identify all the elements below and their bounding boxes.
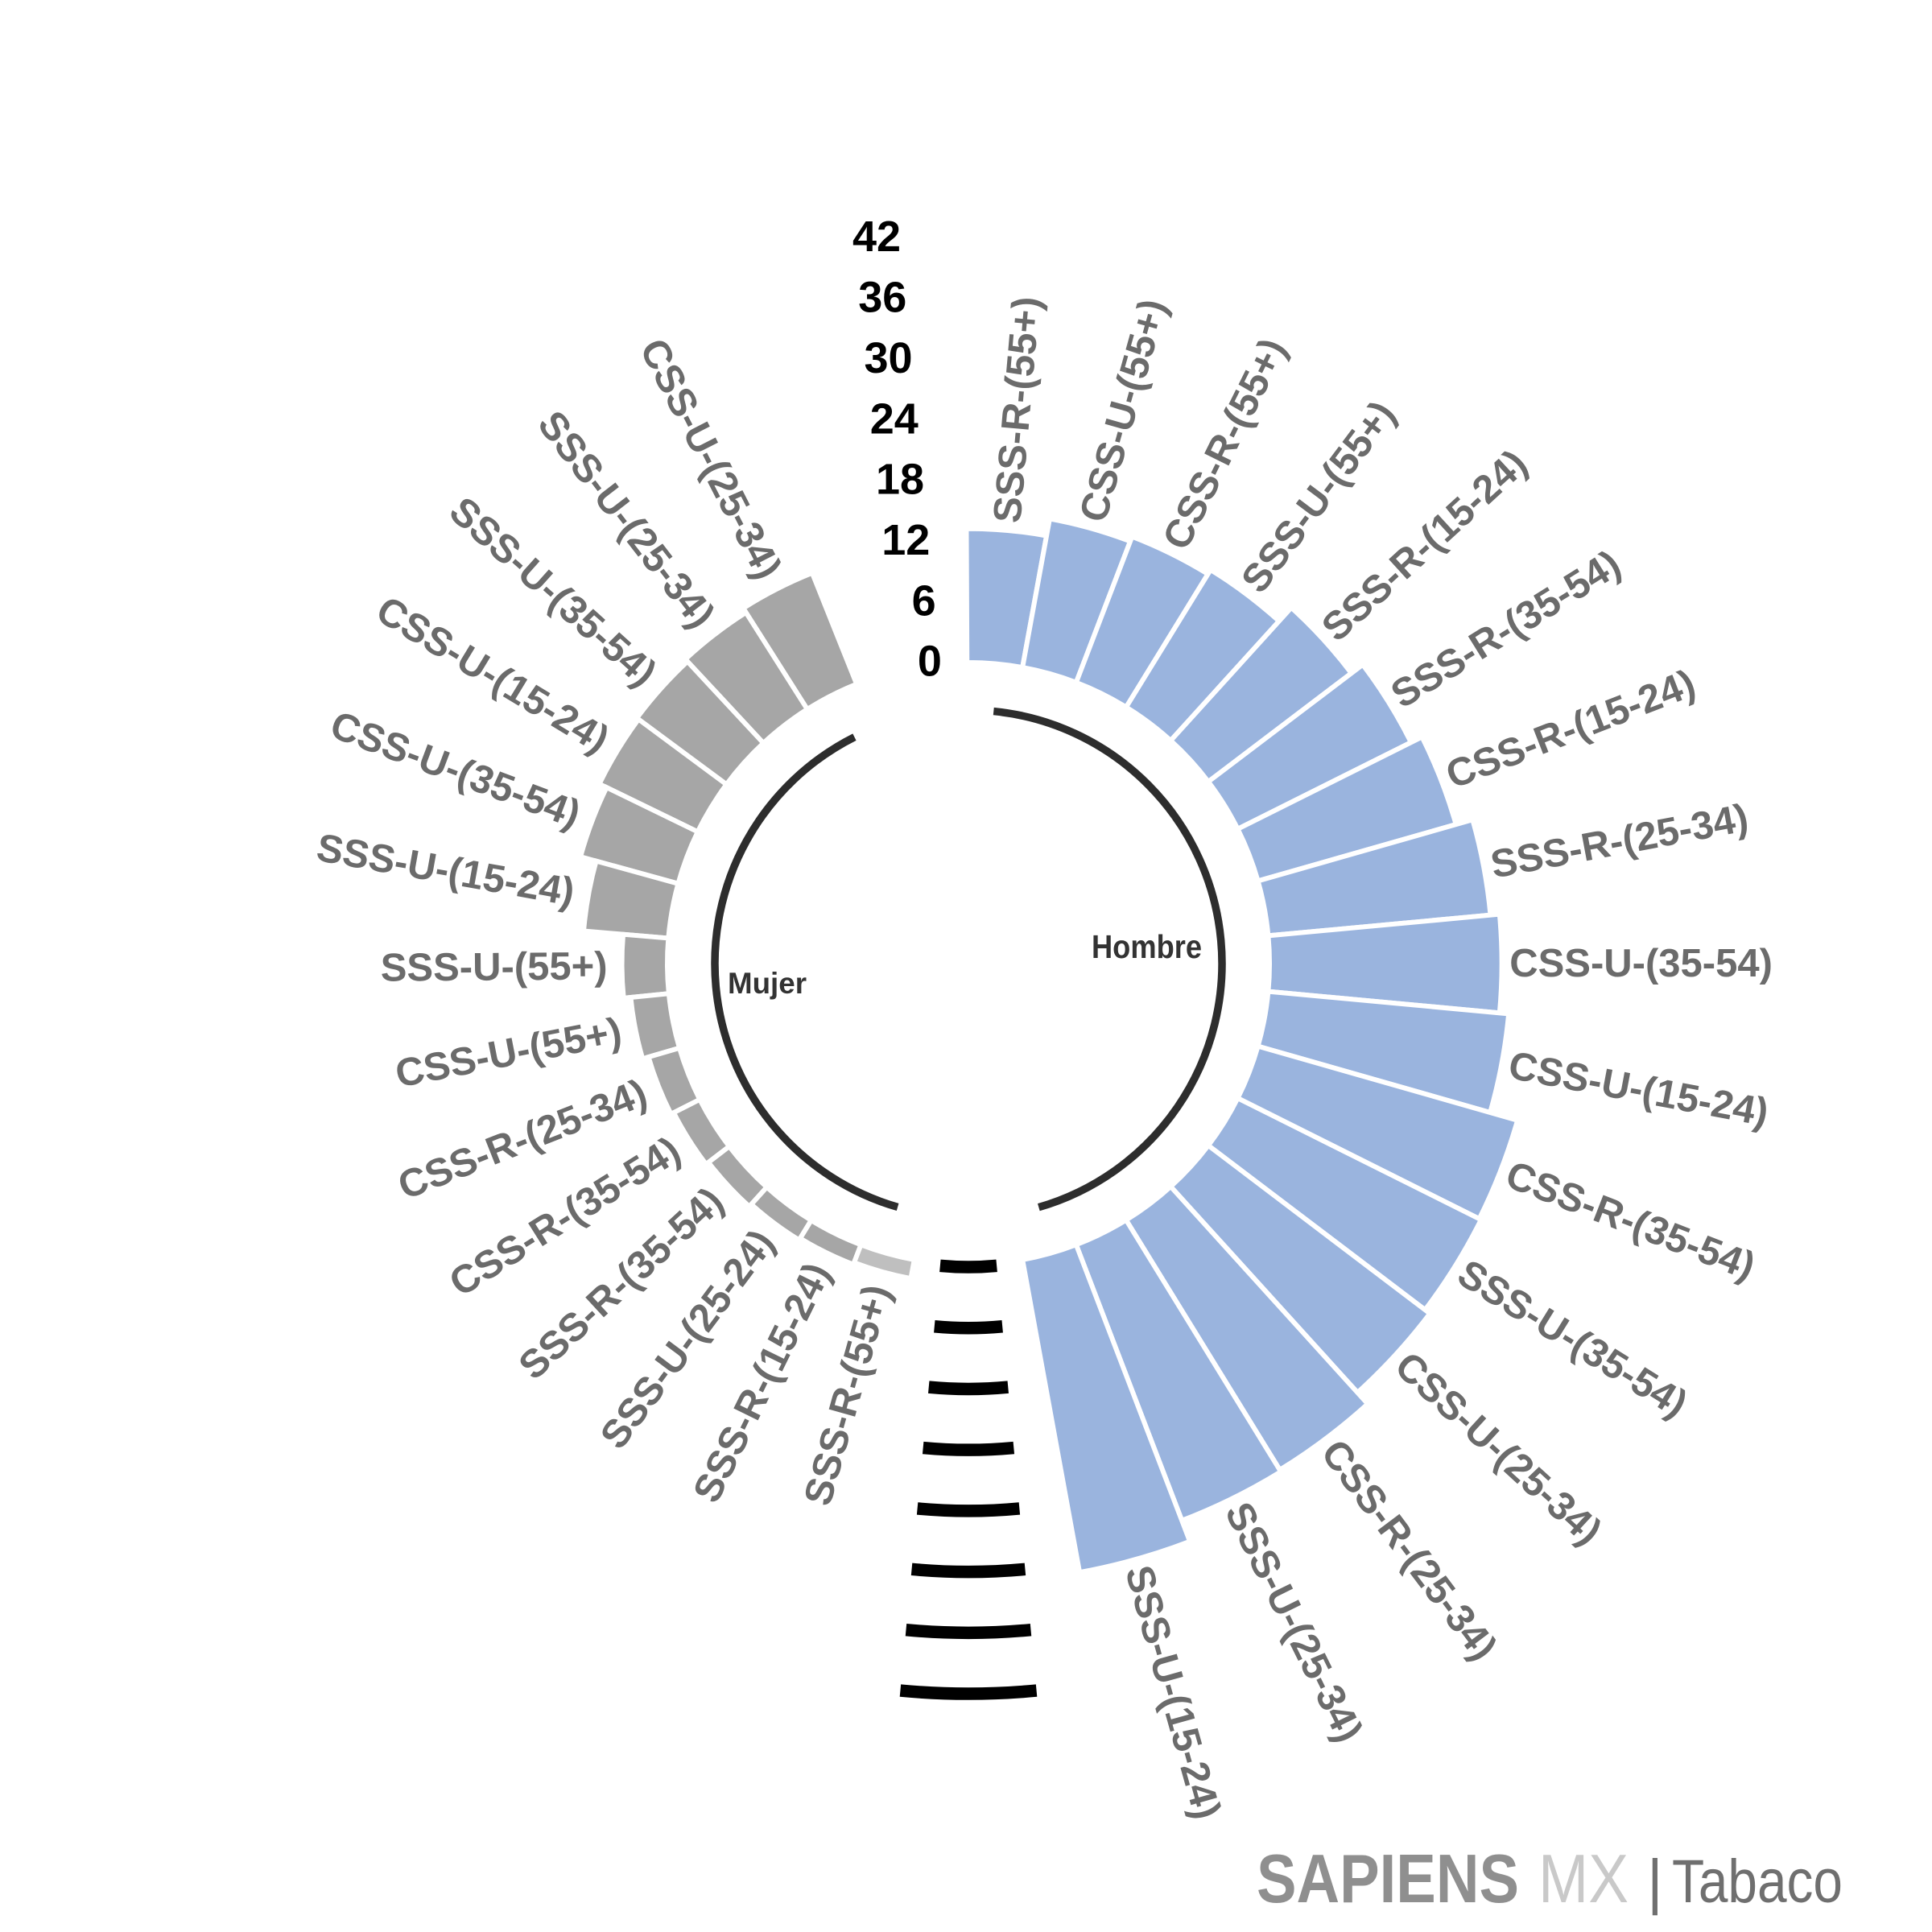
- svg-text:Mujer: Mujer: [728, 967, 807, 1000]
- svg-text:SAPIENS: SAPIENS: [1257, 1841, 1519, 1918]
- svg-text:12: 12: [881, 516, 930, 564]
- svg-text:42: 42: [852, 213, 901, 261]
- svg-text:CSS-U-(35-54): CSS-U-(35-54): [1509, 942, 1773, 985]
- svg-text:24: 24: [870, 394, 919, 443]
- svg-text:Tabaco: Tabaco: [1672, 1847, 1843, 1916]
- svg-text:Hombre: Hombre: [1092, 928, 1202, 965]
- svg-text:|: |: [1647, 1847, 1663, 1916]
- svg-text:SSS-U-(55+): SSS-U-(55+): [381, 944, 608, 989]
- svg-text:MX: MX: [1538, 1841, 1629, 1918]
- svg-text:18: 18: [876, 456, 924, 504]
- svg-text:36: 36: [858, 274, 906, 322]
- svg-text:6: 6: [912, 576, 936, 625]
- svg-text:30: 30: [865, 334, 913, 382]
- svg-text:0: 0: [918, 638, 942, 686]
